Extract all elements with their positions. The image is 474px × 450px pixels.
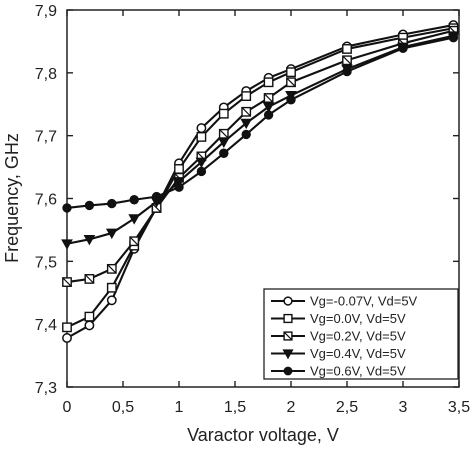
legend-label: Vg=0.0V, Vd=5V xyxy=(310,311,406,326)
x-tick-label: 1,5 xyxy=(224,399,246,416)
x-tick-label: 3 xyxy=(399,399,408,416)
y-tick-label: 7,9 xyxy=(35,3,57,20)
legend-box xyxy=(263,288,459,380)
marker-slashed-square-slash xyxy=(62,277,72,287)
marker-filled-circle xyxy=(283,366,293,376)
series-layer xyxy=(61,20,460,343)
marker-open-square xyxy=(218,108,229,119)
legend-label: Vg=0.4V, Vd=5V xyxy=(310,346,406,361)
legend-entry: Vg=0.2V, Vd=5V xyxy=(271,329,406,344)
x-axis-ticks: 0 0,5 1 1,5 2 2,5 3 3,5 xyxy=(63,10,470,416)
marker-open-square xyxy=(62,322,72,333)
legend-label: Vg=0.6V, Vd=5V xyxy=(310,364,406,379)
marker-filled-circle xyxy=(241,129,251,140)
x-tick-label: 2 xyxy=(287,399,296,416)
marker-filled-circle xyxy=(151,191,162,202)
y-tick-label: 7,6 xyxy=(35,192,57,209)
y-axis-ticks: 7,3 7,4 7,5 7,6 7,7 7,8 7,9 xyxy=(35,3,459,397)
marker-open-square xyxy=(84,311,95,322)
marker-open-circle xyxy=(283,296,293,306)
legend-entry: Vg=0.0V, Vd=5V xyxy=(271,311,406,326)
x-tick-label: 3,5 xyxy=(448,399,470,416)
marker-open-square xyxy=(283,313,293,324)
y-axis-title: Frequency, GHz xyxy=(2,133,22,263)
legend-items: Vg=-0.07V, Vd=5V Vg=0.0V, Vd=5V Vg=0.2V, V… xyxy=(271,294,418,379)
marker-slashed-square-slash xyxy=(286,77,296,87)
marker-filled-triangle-down xyxy=(83,234,96,246)
marker-slashed-square-slash xyxy=(129,236,139,246)
marker-slashed-square-slash xyxy=(283,331,293,341)
marker-filled-circle xyxy=(129,195,139,205)
x-tick-label: 0,5 xyxy=(112,399,134,416)
marker-filled-circle xyxy=(84,200,95,211)
marker-open-square xyxy=(263,77,274,88)
marker-filled-triangle-down xyxy=(128,214,141,225)
y-tick-label: 7,5 xyxy=(35,254,57,271)
marker-open-circle xyxy=(84,320,95,331)
marker-filled-circle xyxy=(342,66,352,77)
marker-open-square xyxy=(241,91,252,101)
y-tick-label: 7,3 xyxy=(35,380,57,397)
legend-label: Vg=0.2V, Vd=5V xyxy=(310,329,406,344)
marker-filled-triangle-down xyxy=(282,349,294,360)
legend-label: Vg=-0.07V, Vd=5V xyxy=(310,294,418,309)
marker-open-square xyxy=(196,132,207,142)
y-tick-label: 7,7 xyxy=(35,129,57,146)
y-tick-label: 7,8 xyxy=(35,66,57,83)
marker-filled-triangle-down xyxy=(195,157,208,169)
marker-filled-circle xyxy=(196,166,207,177)
marker-slashed-square-slash xyxy=(263,93,274,103)
series-5 xyxy=(62,32,459,213)
y-tick-label: 7,4 xyxy=(35,317,57,334)
marker-filled-triangle-down xyxy=(173,177,185,188)
marker-filled-triangle-down xyxy=(105,228,118,240)
marker-open-circle xyxy=(62,333,72,343)
series-line xyxy=(65,27,455,329)
marker-filled-circle xyxy=(398,43,408,54)
marker-filled-circle xyxy=(62,203,72,213)
marker-slashed-square-slash xyxy=(84,274,95,284)
marker-open-square xyxy=(174,164,184,174)
marker-filled-circle xyxy=(174,182,184,192)
marker-slashed-square-slash xyxy=(342,55,352,65)
marker-slashed-square-slash xyxy=(107,264,117,274)
marker-filled-triangle-down xyxy=(240,118,253,130)
marker-open-square xyxy=(342,44,352,54)
marker-open-square xyxy=(106,282,117,293)
marker-open-square xyxy=(286,67,296,78)
x-tick-label: 0 xyxy=(63,399,72,416)
legend-entry: Vg=-0.07V, Vd=5V xyxy=(271,294,418,309)
marker-filled-triangle-down xyxy=(217,137,230,148)
marker-filled-circle xyxy=(286,95,296,105)
legend-entry: Vg=0.4V, Vd=5V xyxy=(271,346,406,361)
marker-slashed-square-slash xyxy=(241,107,251,117)
marker-slashed-square-slash xyxy=(219,129,229,139)
x-tick-label: 1 xyxy=(175,399,184,416)
marker-filled-circle xyxy=(448,32,459,43)
marker-open-circle xyxy=(106,295,117,306)
marker-filled-circle xyxy=(107,198,117,209)
x-axis-title: Varactor voltage, V xyxy=(187,425,339,445)
marker-filled-triangle-down xyxy=(61,239,73,250)
marker-filled-circle xyxy=(263,110,274,120)
legend: Vg=-0.07V, Vd=5V Vg=0.0V, Vd=5V Vg=0.2V, V… xyxy=(263,288,459,380)
marker-open-circle xyxy=(196,123,207,134)
marker-filled-circle xyxy=(219,148,229,158)
marker-filled-triangle-down xyxy=(262,102,275,113)
legend-entry: Vg=0.6V, Vd=5V xyxy=(271,364,406,379)
marker-slashed-square-slash xyxy=(151,203,162,213)
x-tick-label: 2,5 xyxy=(336,399,358,416)
